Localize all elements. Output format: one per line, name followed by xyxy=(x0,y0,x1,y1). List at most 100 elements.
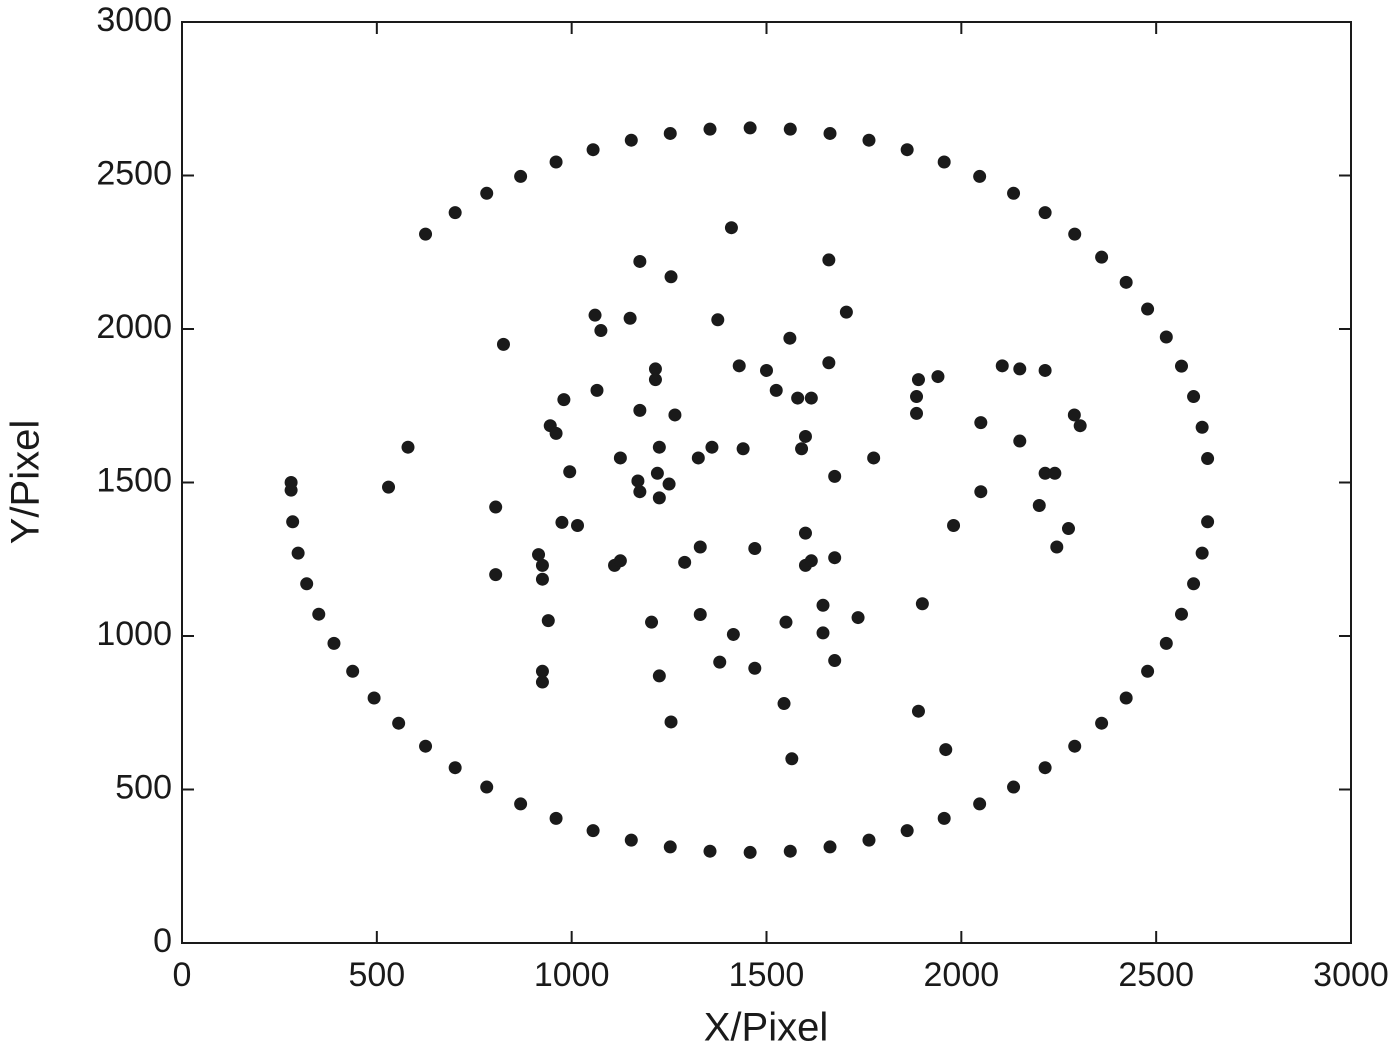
point xyxy=(563,465,577,479)
point xyxy=(748,661,762,675)
point xyxy=(693,608,707,622)
point xyxy=(1201,452,1215,466)
point xyxy=(1038,466,1052,480)
point xyxy=(974,485,988,499)
point xyxy=(816,626,830,640)
point xyxy=(664,715,678,729)
x-tick-label: 2500 xyxy=(1118,956,1194,994)
point xyxy=(937,155,951,169)
point xyxy=(724,221,738,235)
point xyxy=(645,615,659,629)
y-tick-label: 2500 xyxy=(96,154,172,192)
point xyxy=(748,542,762,556)
point xyxy=(828,551,842,565)
point xyxy=(648,362,662,376)
point xyxy=(480,186,494,200)
point xyxy=(1050,540,1064,554)
point xyxy=(795,442,809,456)
x-tick-label: 1500 xyxy=(729,956,805,994)
y-tick-label: 1000 xyxy=(96,615,172,653)
point xyxy=(650,466,664,480)
point xyxy=(291,546,305,560)
point xyxy=(1201,515,1215,529)
point xyxy=(1174,359,1188,373)
y-tick-label: 0 xyxy=(153,922,172,960)
point xyxy=(514,169,528,183)
point xyxy=(1159,636,1173,650)
point xyxy=(851,611,865,625)
y-axis-title: Y/Pixel xyxy=(4,420,48,545)
point xyxy=(327,636,341,650)
point xyxy=(713,655,727,669)
point xyxy=(514,797,528,811)
point xyxy=(489,500,503,514)
point xyxy=(1119,691,1133,705)
point xyxy=(769,383,783,397)
x-tick-label: 0 xyxy=(173,956,192,994)
point xyxy=(947,518,961,532)
point xyxy=(777,697,791,711)
point xyxy=(664,270,678,284)
point xyxy=(804,391,818,405)
point xyxy=(937,811,951,825)
point xyxy=(736,442,750,456)
point xyxy=(804,554,818,568)
point xyxy=(541,614,555,628)
x-axis-title: X/Pixel xyxy=(704,1006,829,1050)
point xyxy=(401,440,415,454)
point xyxy=(1119,275,1133,289)
point xyxy=(1187,577,1201,591)
point xyxy=(480,780,494,794)
point xyxy=(783,844,797,858)
point xyxy=(1195,420,1209,434)
point xyxy=(711,313,725,327)
point xyxy=(862,133,876,147)
point xyxy=(535,664,549,678)
point xyxy=(760,363,773,377)
point xyxy=(931,370,945,384)
point xyxy=(743,121,757,135)
point xyxy=(652,669,666,683)
point xyxy=(652,491,666,505)
point xyxy=(586,143,600,157)
point xyxy=(633,485,647,499)
point xyxy=(822,356,836,370)
point xyxy=(822,253,836,267)
point xyxy=(828,654,842,668)
point xyxy=(535,675,549,689)
point xyxy=(1141,302,1155,316)
point xyxy=(594,324,608,338)
point xyxy=(419,739,433,753)
point xyxy=(1195,546,1209,560)
point xyxy=(284,483,298,497)
point xyxy=(911,373,925,387)
point xyxy=(631,474,645,488)
point xyxy=(816,598,830,612)
point xyxy=(703,844,717,858)
point xyxy=(1067,408,1081,422)
point xyxy=(791,391,805,405)
point xyxy=(532,548,546,562)
y-tick-label: 500 xyxy=(115,768,172,806)
point xyxy=(624,133,638,147)
point xyxy=(555,515,569,529)
point xyxy=(732,359,746,373)
point xyxy=(910,390,924,404)
point xyxy=(663,840,677,854)
point xyxy=(939,743,953,757)
point xyxy=(1141,664,1155,678)
point xyxy=(489,568,503,582)
point xyxy=(571,518,585,532)
point xyxy=(705,440,719,454)
point xyxy=(798,526,812,540)
point xyxy=(1095,716,1109,730)
point xyxy=(549,426,563,440)
point xyxy=(783,122,797,136)
point xyxy=(633,403,647,417)
point xyxy=(823,840,837,854)
point xyxy=(549,155,563,169)
point xyxy=(535,558,549,572)
point xyxy=(867,451,881,465)
